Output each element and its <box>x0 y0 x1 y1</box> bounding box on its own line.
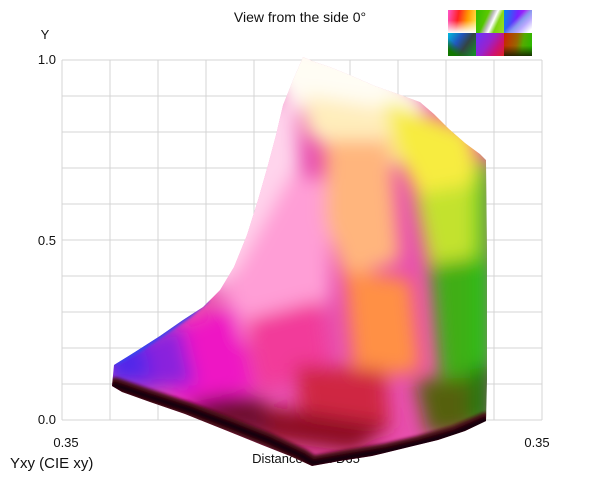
y-tick-0.0: 0.0 <box>38 412 56 427</box>
y-axis-title: Y <box>41 27 50 42</box>
legend-cell-blue-magenta <box>504 10 532 33</box>
legend-cell-cyan-green <box>448 33 476 56</box>
x-tick-right: 0.35 <box>524 435 549 450</box>
colorspace-label: Yxy (CIE xy) <box>10 455 94 472</box>
chart-title: View from the side 0° <box>233 9 367 25</box>
gamut-solid <box>112 57 487 466</box>
y-tick-1.0: 1.0 <box>38 52 56 67</box>
y-tick-0.5: 0.5 <box>38 233 56 248</box>
color-legend <box>448 10 532 56</box>
legend-cell-red-yellow <box>448 10 476 33</box>
legend-cell-green-gray <box>476 10 504 33</box>
x-tick-left: 0.35 <box>53 435 78 450</box>
legend-cell-violet-red <box>476 33 504 56</box>
legend-cell-red-green <box>504 33 532 56</box>
